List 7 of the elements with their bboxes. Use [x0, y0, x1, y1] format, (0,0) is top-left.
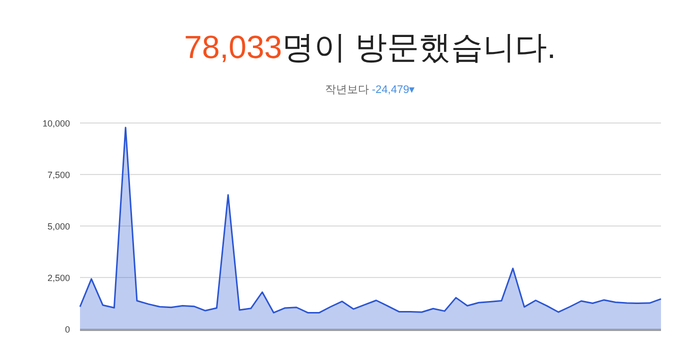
y-tick-label: 0	[64, 324, 70, 334]
y-tick-label: 5,000	[47, 222, 70, 232]
y-tick-label: 7,500	[47, 170, 70, 180]
title: 78,033명이 방문했습니다.	[184, 29, 556, 65]
y-tick-label: 10,000	[42, 118, 70, 128]
subtitle: 작년보다 -24,479▾	[324, 84, 416, 96]
y-tick-label: 2,500	[47, 273, 70, 283]
